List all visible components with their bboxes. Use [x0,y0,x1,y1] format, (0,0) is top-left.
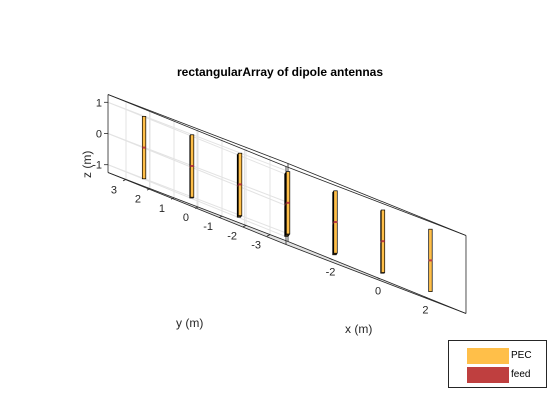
x-tick-label: 0 [375,286,381,298]
x-tick-mark [424,296,428,299]
y-tick-mark [266,234,271,237]
y-tick-mark [170,197,175,200]
z-tick-label: -1 [92,160,102,172]
legend-label-pec: PEC [511,350,532,361]
dipole-feed [190,165,194,167]
y-tick-label: -1 [203,221,213,233]
y-tick-label: 2 [135,194,141,206]
x-tick-label: 2 [422,305,428,317]
y-tick-mark [122,179,127,182]
y-tick-label: 0 [183,212,189,224]
x-tick-mark [376,277,381,280]
wall-gridline [107,133,289,203]
dipole-feed [428,259,433,262]
legend-label-feed: feed [511,369,531,380]
axes-box-edge [107,172,289,242]
dipole-feed [333,221,338,223]
wall-gridline [107,101,289,172]
x-axis-label: x (m) [345,322,373,336]
x-tick-label: -2 [326,266,336,278]
dipole-feed [381,240,385,243]
axes-box-edge [285,166,467,236]
z-tick-label: 1 [96,97,102,109]
y-axis-label: y (m) [176,316,204,330]
z-axis-label: z (m) [80,150,94,178]
axes-box-edge [107,172,287,245]
feed-swatch [467,367,509,383]
wall-gridline [107,101,287,175]
y-tick-mark [242,225,247,228]
y-tick-label: 3 [111,184,117,196]
y-tick-label: -2 [227,230,237,242]
legend: PEC feed [448,340,547,388]
dipole-feed [142,146,146,149]
axes-box-edge [107,94,287,167]
pec-swatch [467,348,509,364]
x-tick-mark [329,257,333,261]
axes-box-edge [107,94,289,164]
z-tick-label: 0 [96,129,102,141]
wall-gridline [107,164,289,235]
dipole-feed [286,201,290,204]
y-tick-label: 1 [159,203,165,215]
y-tick-mark [218,215,223,219]
axes-box-edge [285,244,467,314]
axes-box-edge [287,163,467,236]
dipole-feed [238,183,242,186]
figure-title: rectangularArray of dipole antennas [176,65,384,79]
y-tick-mark [194,206,199,209]
y-tick-mark [146,188,151,191]
wall-gridline [107,133,287,206]
wall-gridline [107,164,287,238]
y-tick-label: -3 [251,240,261,252]
